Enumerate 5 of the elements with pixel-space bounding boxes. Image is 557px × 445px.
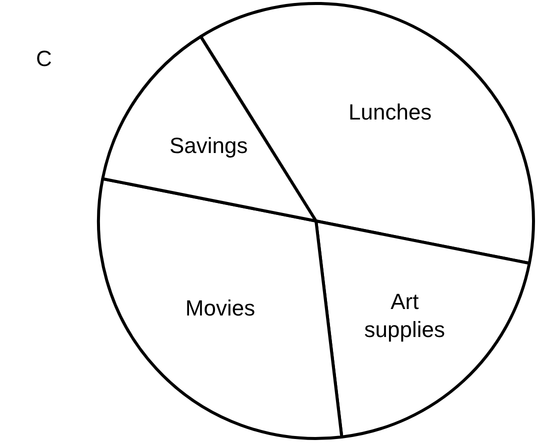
slice-label: Art supplies bbox=[364, 288, 446, 342]
slice-label: Savings bbox=[169, 132, 248, 158]
text: C bbox=[36, 46, 52, 72]
slice-label: Lunches bbox=[348, 100, 432, 125]
slice-label: Movies bbox=[185, 296, 256, 321]
